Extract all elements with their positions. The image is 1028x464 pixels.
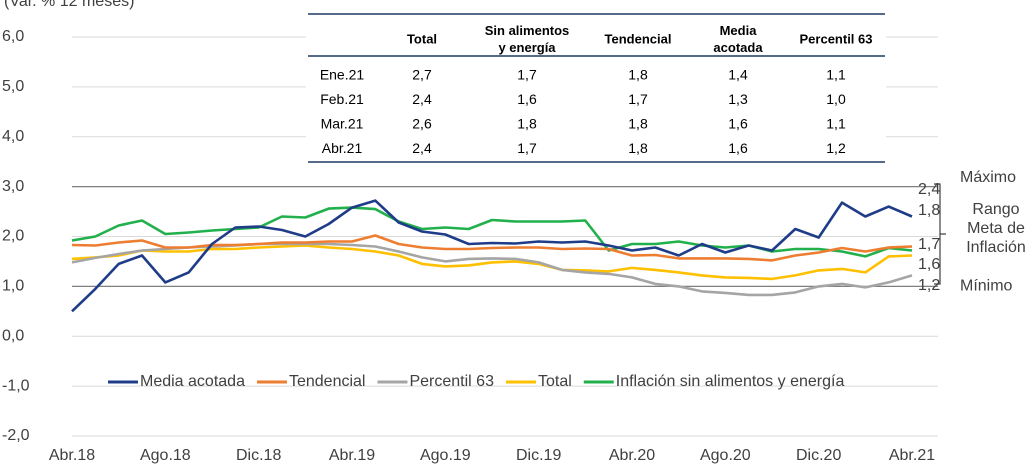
range-label: Meta de bbox=[967, 220, 1025, 237]
end-label: 1,8 bbox=[918, 202, 940, 219]
table-cell: 1,8 bbox=[628, 140, 648, 156]
y-tick-label: 5,0 bbox=[2, 78, 24, 95]
x-tick-label: Abr.21 bbox=[889, 447, 935, 464]
table-header: Sin alimentos y energía bbox=[485, 23, 570, 55]
legend-label: Total bbox=[538, 373, 572, 390]
x-tick-label: Dic.18 bbox=[236, 447, 281, 464]
series-line bbox=[71, 244, 913, 281]
table-cell: Ene.21 bbox=[320, 67, 365, 83]
table-cell: 1,7 bbox=[628, 91, 648, 107]
range-label: Inflación bbox=[966, 239, 1026, 256]
x-tick-label: Dic.19 bbox=[516, 447, 561, 464]
reference-label: Mínimo bbox=[960, 278, 1013, 295]
chart-title: (Var. % 12 meses) bbox=[4, 0, 134, 10]
x-tick-label: Abr.20 bbox=[609, 447, 655, 464]
table-cell: 1,7 bbox=[517, 67, 537, 83]
reference-label: Máximo bbox=[960, 169, 1016, 186]
table-header: Tendencial bbox=[605, 31, 672, 46]
table-cell: Mar.21 bbox=[321, 116, 364, 132]
table-cell: 1,8 bbox=[517, 116, 537, 132]
table-cell: 1,2 bbox=[826, 140, 846, 156]
x-tick-label: Ago.18 bbox=[140, 447, 191, 464]
table-cell: 1,0 bbox=[826, 91, 846, 107]
x-tick-label: Abr.19 bbox=[329, 447, 375, 464]
table-cell: 1,1 bbox=[826, 67, 846, 83]
y-tick-label: -1,0 bbox=[2, 377, 30, 394]
table-cell: 1,7 bbox=[517, 140, 537, 156]
legend-label: Tendencial bbox=[289, 373, 366, 390]
table-cell: 2,4 bbox=[412, 140, 432, 156]
legend-label: Media acotada bbox=[140, 373, 245, 390]
table-cell: 1,6 bbox=[728, 140, 748, 156]
table-header: Total bbox=[407, 31, 437, 46]
range-label: Rango bbox=[972, 201, 1019, 218]
y-tick-label: 1,0 bbox=[2, 278, 24, 295]
y-tick-label: 2,0 bbox=[2, 228, 24, 245]
table-cell: 2,6 bbox=[412, 116, 432, 132]
end-label: 1,7 bbox=[918, 236, 940, 253]
y-tick-label: 0,0 bbox=[2, 327, 24, 344]
table-cell: 1,8 bbox=[628, 116, 648, 132]
table-background bbox=[306, 12, 886, 164]
table-header: Media acotada bbox=[713, 23, 763, 55]
table-header: Percentil 63 bbox=[800, 31, 873, 46]
x-tick-label: Abr.18 bbox=[49, 447, 95, 464]
x-tick-label: Dic.20 bbox=[796, 447, 841, 464]
series-line bbox=[71, 242, 913, 297]
table-cell: 1,4 bbox=[728, 67, 748, 83]
series-line bbox=[71, 199, 913, 313]
x-tick-label: Ago.20 bbox=[700, 447, 751, 464]
table-cell: 1,6 bbox=[728, 116, 748, 132]
legend-label: Percentil 63 bbox=[409, 373, 494, 390]
table-cell: 1,8 bbox=[628, 67, 648, 83]
range-bracket bbox=[934, 183, 946, 285]
table-cell: 2,4 bbox=[412, 91, 432, 107]
end-label: 1,6 bbox=[918, 256, 940, 273]
legend-label: Inflación sin alimentos y energía bbox=[616, 373, 845, 390]
table-cell: Abr.21 bbox=[322, 140, 363, 156]
table-cell: Feb.21 bbox=[320, 91, 364, 107]
table-cell: 1,1 bbox=[826, 116, 846, 132]
table-cell: 1,6 bbox=[517, 91, 537, 107]
y-tick-label: -2,0 bbox=[2, 427, 30, 444]
end-label: 2,4 bbox=[918, 181, 940, 198]
table-cell: 2,7 bbox=[412, 67, 432, 83]
y-tick-label: 3,0 bbox=[2, 178, 24, 195]
y-tick-label: 6,0 bbox=[2, 28, 24, 45]
end-label: 1,2 bbox=[918, 277, 940, 294]
table-cell: 1,3 bbox=[728, 91, 748, 107]
x-tick-label: Ago.19 bbox=[420, 447, 471, 464]
y-tick-label: 4,0 bbox=[2, 128, 24, 145]
